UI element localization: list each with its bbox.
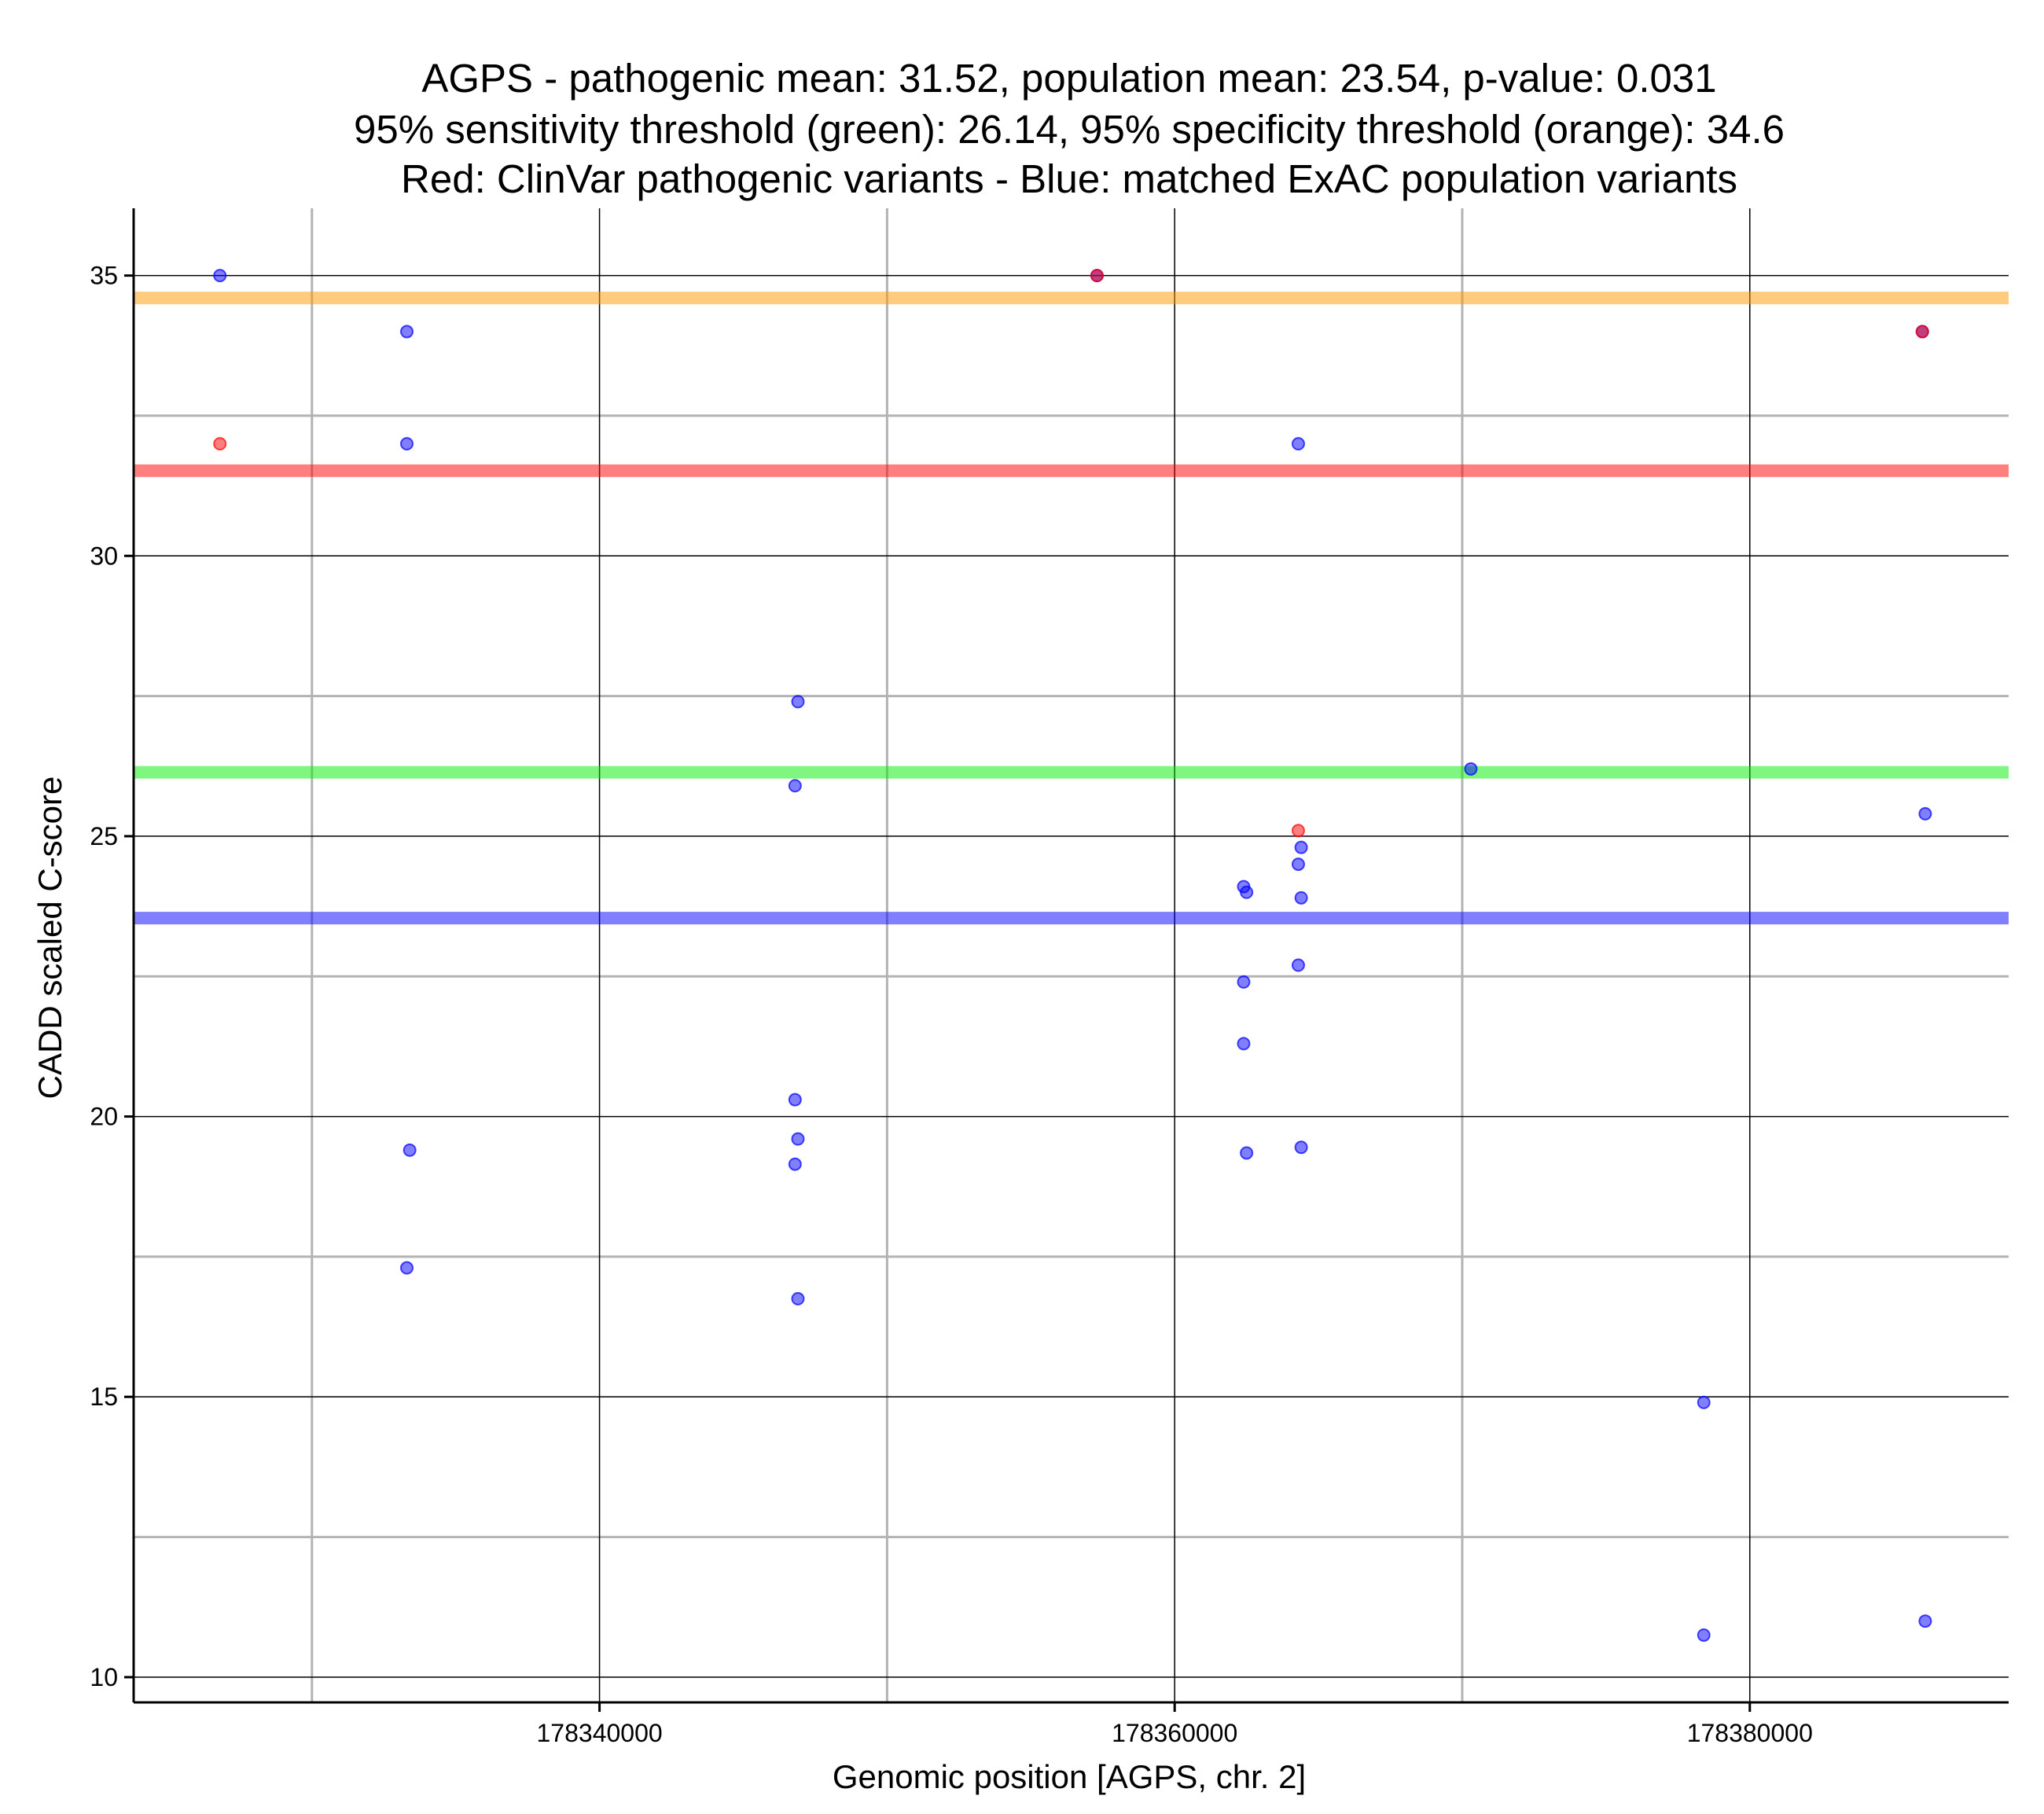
population-point <box>788 779 802 793</box>
data-points <box>213 269 1932 1642</box>
population-point <box>400 437 414 451</box>
population-point <box>1237 975 1251 989</box>
x-tick-label: 178360000 <box>1112 1719 1237 1747</box>
major-gridlines <box>134 208 2009 1702</box>
axes <box>124 208 2009 1712</box>
threshold-lines <box>134 292 2009 925</box>
pathogenic-point <box>1090 269 1104 283</box>
population-point <box>1697 1628 1711 1642</box>
population-point <box>1291 958 1305 972</box>
population-point <box>791 1291 805 1305</box>
population-point <box>1918 806 1932 821</box>
pathogenic-point <box>1291 824 1305 838</box>
y-axis-label: CADD scaled C-score <box>31 777 68 1100</box>
population-point <box>1291 437 1305 451</box>
population-point <box>1464 762 1478 776</box>
population-point <box>1697 1395 1711 1409</box>
pathogenic-point <box>1915 325 1929 339</box>
population-point <box>1918 1614 1932 1629</box>
x-tick-label: 178380000 <box>1687 1719 1813 1747</box>
pathogenic-point <box>213 437 227 451</box>
population-point <box>1294 840 1308 854</box>
population-point <box>791 695 805 709</box>
y-tick-label: 35 <box>90 262 118 290</box>
population-point <box>1240 885 1254 899</box>
population-point <box>403 1143 417 1157</box>
population-point <box>1240 1146 1254 1160</box>
chart-title: AGPS - pathogenic mean: 31.52, populatio… <box>354 56 1785 201</box>
population-point <box>1291 857 1305 872</box>
y-tick-label: 10 <box>90 1663 118 1691</box>
population-point <box>791 1132 805 1146</box>
y-tick-label: 20 <box>90 1103 118 1131</box>
y-tick-label: 25 <box>90 822 118 850</box>
population-point <box>788 1092 802 1107</box>
title-line-3: Red: ClinVar pathogenic variants - Blue:… <box>401 156 1737 201</box>
title-line-1: AGPS - pathogenic mean: 31.52, populatio… <box>421 56 1716 101</box>
tick-labels: 10 15 20 25 30 35 178340000 178360000 178380000 <box>90 262 1812 1747</box>
minor-gridlines <box>134 208 2009 1702</box>
population-point <box>1294 1140 1308 1155</box>
y-tick-label: 30 <box>90 542 118 570</box>
population-point <box>788 1157 802 1171</box>
y-tick-label: 15 <box>90 1383 118 1411</box>
population-point <box>1294 890 1308 905</box>
title-line-2: 95% sensitivity threshold (green): 26.14… <box>354 107 1785 152</box>
population-point <box>400 325 414 339</box>
population-point <box>400 1261 414 1275</box>
x-axis-label: Genomic position [AGPS, chr. 2] <box>833 1758 1306 1795</box>
population-point <box>213 269 227 283</box>
population-point <box>1237 1037 1251 1051</box>
x-tick-label: 178340000 <box>537 1719 663 1747</box>
